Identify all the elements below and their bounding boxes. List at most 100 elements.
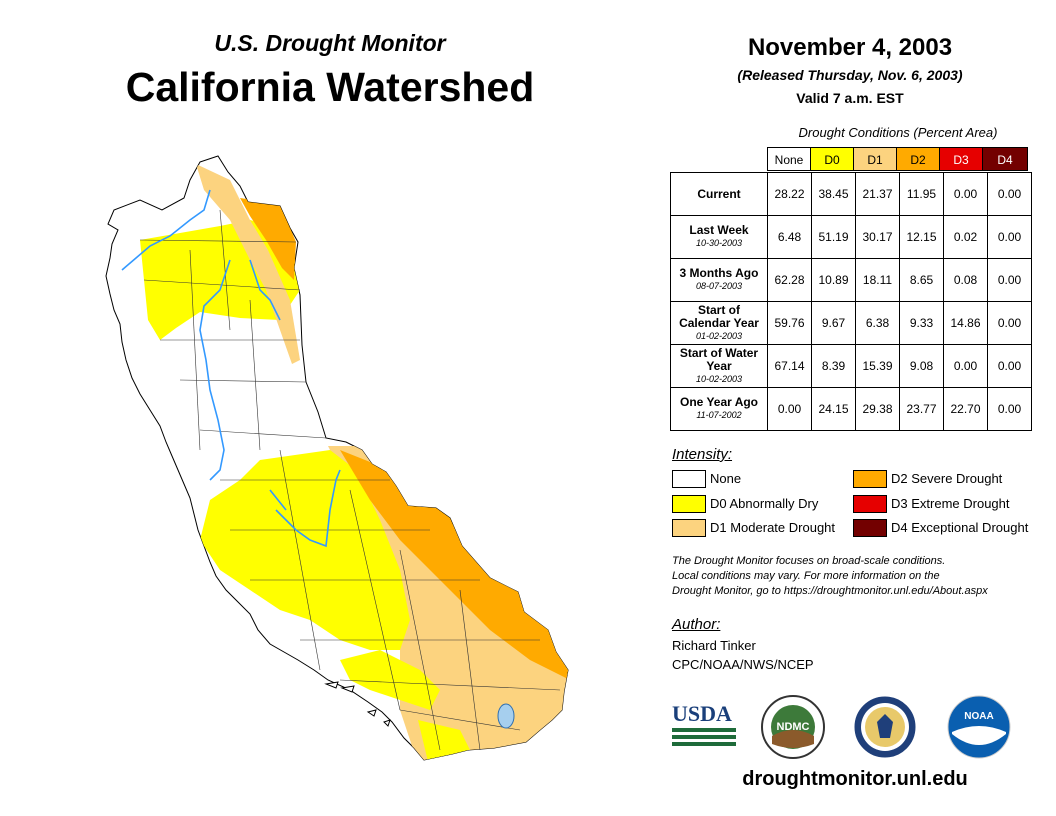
table-row: Current 28.22 38.45 21.37 11.95 0.00 0.0… xyxy=(670,172,1032,216)
table-cell: 0.00 xyxy=(943,172,988,216)
col-d0-header: D0 xyxy=(810,147,854,171)
legend-item-d2: D2 Severe Drought xyxy=(853,470,1043,488)
note-line: The Drought Monitor focuses on broad-sca… xyxy=(672,555,946,567)
channel-islands xyxy=(324,681,391,727)
table-cell: 28.22 xyxy=(767,172,812,216)
table-cell: 10.89 xyxy=(811,258,856,302)
valid-time: Valid 7 a.m. EST xyxy=(796,90,904,106)
table-row: 3 Months Ago 08-07-2003 62.28 10.89 18.11… xyxy=(670,258,1032,302)
table-cell: 0.00 xyxy=(987,301,1032,345)
table-cell: 0.00 xyxy=(943,344,988,388)
row-label: 3 Months Ago 08-07-2003 xyxy=(670,258,768,302)
row-label: One Year Ago 11-07-2002 xyxy=(670,387,768,431)
table-row: Start of Water Year 10-02-2003 67.14 8.39… xyxy=(670,344,1032,388)
ndmc-logo: NDMC xyxy=(761,695,825,759)
d2-region-north xyxy=(240,198,296,280)
legend-label: D0 Abnormally Dry xyxy=(710,496,819,511)
row-label: Last Week 10-30-2003 xyxy=(670,215,768,259)
col-none-header: None xyxy=(767,147,811,171)
table-cell: 62.28 xyxy=(767,258,812,302)
table-cell: 9.67 xyxy=(811,301,856,345)
author-name: Richard Tinker xyxy=(672,638,756,653)
table-cell: 0.00 xyxy=(987,344,1032,388)
legend-label: D2 Severe Drought xyxy=(891,471,1003,486)
table-cell: 24.15 xyxy=(811,387,856,431)
note-line: Local conditions may vary. For more info… xyxy=(672,570,940,582)
legend-label: D1 Moderate Drought xyxy=(710,520,836,535)
table-row: Last Week 10-30-2003 6.48 51.19 30.17 12.… xyxy=(670,215,1032,259)
table-cell: 0.00 xyxy=(767,387,812,431)
table-cell: 30.17 xyxy=(855,215,900,259)
d2-region-east xyxy=(340,450,568,680)
legend-swatch xyxy=(853,519,887,537)
row-label: Start of Calendar Year 01-02-2003 xyxy=(670,301,768,345)
table-row: One Year Ago 11-07-2002 0.00 24.15 29.38 … xyxy=(670,387,1032,431)
table-cell: 15.39 xyxy=(855,344,900,388)
table-cell: 14.86 xyxy=(943,301,988,345)
table-cell: 8.65 xyxy=(899,258,944,302)
col-d1-header: D1 xyxy=(853,147,897,171)
rivers xyxy=(121,189,341,548)
col-d4-header: D4 xyxy=(982,147,1028,171)
d1-region-central xyxy=(328,446,568,760)
table-cell: 29.38 xyxy=(855,387,900,431)
legend-swatch xyxy=(672,470,706,488)
county-boundaries xyxy=(139,209,561,751)
table-cell: 0.02 xyxy=(943,215,988,259)
noaa-logo: NOAA xyxy=(947,695,1011,759)
legend-label: D3 Extreme Drought xyxy=(891,496,1010,511)
legend-item-d4: D4 Exceptional Drought xyxy=(853,519,1043,537)
author-label: Author: xyxy=(672,616,721,633)
drought-map xyxy=(105,155,569,761)
map-title: California Watershed xyxy=(125,64,535,110)
table-cell: 6.48 xyxy=(767,215,812,259)
release-date: (Released Thursday, Nov. 6, 2003) xyxy=(737,67,963,83)
legend-swatch xyxy=(853,470,887,488)
table-cell: 0.00 xyxy=(987,172,1032,216)
row-label: Current xyxy=(670,172,768,216)
d1-region-north xyxy=(196,164,300,364)
table-cell: 9.33 xyxy=(899,301,944,345)
website-url[interactable]: droughtmonitor.unl.edu xyxy=(742,768,968,790)
col-d3-header: D3 xyxy=(939,147,983,171)
table-cell: 59.76 xyxy=(767,301,812,345)
map-subtitle: U.S. Drought Monitor xyxy=(214,30,446,56)
legend-item-d0: D0 Abnormally Dry xyxy=(672,495,842,513)
report-date: November 4, 2003 xyxy=(747,34,953,61)
table-cell: 0.00 xyxy=(987,387,1032,431)
legend-swatch xyxy=(853,495,887,513)
table-cell: 18.11 xyxy=(855,258,900,302)
doc-seal-logo xyxy=(853,695,917,759)
usda-logo-stripes xyxy=(672,728,736,746)
table-cell: 0.08 xyxy=(943,258,988,302)
table-caption: Drought Conditions (Percent Area) xyxy=(798,125,998,140)
legend-title: Intensity: xyxy=(672,446,733,463)
note-line: Drought Monitor, go to https://droughtmo… xyxy=(672,585,988,597)
drought-table: Current 28.22 38.45 21.37 11.95 0.00 0.0… xyxy=(670,172,1032,431)
table-cell: 6.38 xyxy=(855,301,900,345)
table-cell: 67.14 xyxy=(767,344,812,388)
legend-item-d3: D3 Extreme Drought xyxy=(853,495,1043,513)
noaa-logo-text: NOAA xyxy=(964,711,993,722)
table-row: Start of Calendar Year 01-02-2003 59.76 9… xyxy=(670,301,1032,345)
legend-swatch xyxy=(672,519,706,537)
salton-sea-lake xyxy=(497,703,515,729)
table-cell: 11.95 xyxy=(899,172,944,216)
author-org: CPC/NOAA/NWS/NCEP xyxy=(672,657,814,672)
usda-logo-text: USDA xyxy=(672,701,732,726)
d0-region-south xyxy=(340,650,440,710)
legend-item-d1: D1 Moderate Drought xyxy=(672,519,842,537)
table-cell: 51.19 xyxy=(811,215,856,259)
table-cell: 21.37 xyxy=(855,172,900,216)
legend-label: D4 Exceptional Drought xyxy=(891,520,1029,535)
d0-region-central xyxy=(200,450,410,650)
table-cell: 12.15 xyxy=(899,215,944,259)
table-cell: 0.00 xyxy=(987,215,1032,259)
table-cell: 38.45 xyxy=(811,172,856,216)
legend-label: None xyxy=(710,471,742,486)
row-label: Start of Water Year 10-02-2003 xyxy=(670,344,768,388)
disclaimer-note: The Drought Monitor focuses on broad-sca… xyxy=(672,554,1052,599)
ndmc-logo-text: NDMC xyxy=(777,721,810,733)
table-cell: 22.70 xyxy=(943,387,988,431)
table-cell: 8.39 xyxy=(811,344,856,388)
